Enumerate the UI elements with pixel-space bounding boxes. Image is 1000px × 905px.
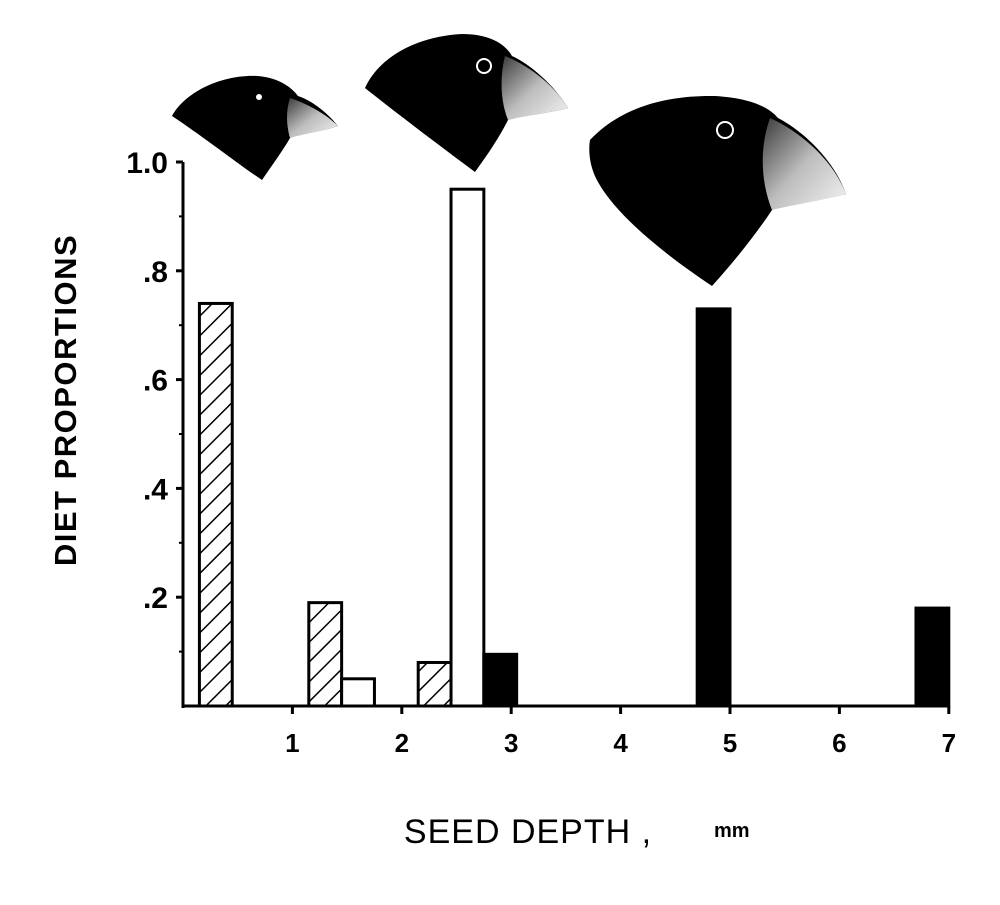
y-tick-label: 1.0 — [126, 147, 168, 180]
x-tick-label: 7 — [942, 728, 956, 758]
y-tick-label: .4 — [143, 473, 168, 506]
y-tick-label: .8 — [143, 256, 168, 289]
bars-group — [197, 187, 951, 708]
x-axis-unit: mm — [714, 820, 750, 842]
x-tick-label: 2 — [395, 728, 409, 758]
bar-hatched-2 — [416, 660, 453, 708]
y-tick-label: .6 — [143, 365, 168, 398]
small-finch-head-icon — [172, 75, 338, 180]
y-axis-label: DIET PROPORTIONS — [48, 234, 83, 566]
y-tick-label: .2 — [143, 582, 168, 615]
x-tick-label: 3 — [504, 728, 518, 758]
bar-white-0 — [340, 677, 376, 708]
bar-hatched-0 — [197, 301, 234, 708]
bar-black-1 — [695, 307, 732, 708]
bar-hatched-1 — [307, 601, 344, 708]
y-axis-ticks: .2 .4 .6 .8 1.0 — [126, 147, 183, 653]
x-tick-label: 6 — [832, 728, 846, 758]
bar-white-1 — [449, 187, 486, 708]
bar-black-2 — [914, 606, 951, 708]
x-axis-label: SEED DEPTH , — [404, 813, 652, 851]
x-tick-label: 4 — [613, 728, 628, 758]
x-tick-label: 5 — [723, 728, 737, 758]
x-axis-ticks: 1 2 3 4 5 6 7 — [285, 706, 956, 758]
large-finch-head-icon — [589, 95, 846, 286]
bar-black-0 — [482, 652, 519, 708]
medium-finch-head-icon — [365, 34, 568, 172]
x-tick-label: 1 — [285, 728, 299, 758]
